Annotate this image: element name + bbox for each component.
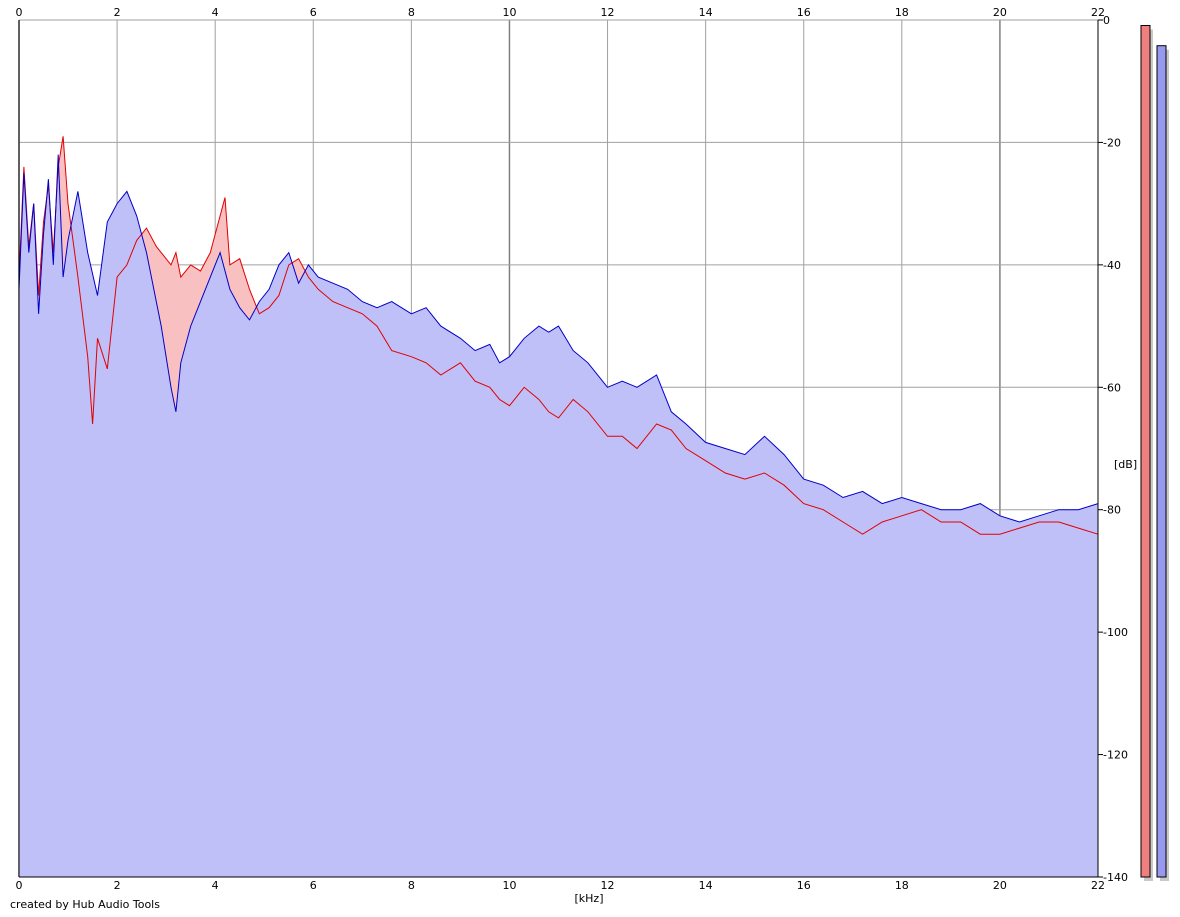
x-tick-label-top: 2: [114, 6, 121, 19]
x-tick-label-top: 18: [895, 6, 909, 19]
x-axis-label: [kHz]: [575, 892, 604, 905]
y-tick-label: -80: [1103, 504, 1121, 517]
y-tick-label: -40: [1103, 259, 1121, 272]
y-tick-label: 0: [1103, 14, 1110, 27]
x-tick-label-top: 4: [212, 6, 219, 19]
x-tick-label-top: 12: [601, 6, 615, 19]
x-tick-label-bottom: 8: [408, 879, 415, 892]
right-channel-line: [18, 154, 1099, 523]
y-tick-label: -60: [1103, 381, 1121, 394]
y-tick-label: -120: [1103, 749, 1128, 762]
x-tick-label-bottom: 0: [16, 879, 23, 892]
y-tick-label: -100: [1103, 626, 1128, 639]
x-tick-label-top: 8: [408, 6, 415, 19]
x-tick-label-top: 22: [1091, 6, 1105, 19]
x-tick-label-bottom: 22: [1091, 879, 1105, 892]
left-channel-line: [18, 136, 1099, 535]
series-lines: [18, 136, 1099, 535]
right-channel-area: [19, 154, 1098, 877]
y-tick-label: -20: [1103, 136, 1121, 149]
x-tick-label-top: 16: [797, 6, 811, 19]
x-tick-label-top: 14: [699, 6, 713, 19]
right-level-meter: [1156, 45, 1167, 878]
x-tick-label-top: 6: [310, 6, 317, 19]
credit-text: created by Hub Audio Tools: [10, 898, 160, 911]
x-tick-label-top: 0: [16, 6, 23, 19]
x-tick-label-bottom: 20: [993, 879, 1007, 892]
chart-axes: [18, 19, 1103, 878]
x-tick-label-bottom: 10: [502, 879, 516, 892]
series-fills: [19, 136, 1098, 878]
x-tick-label-bottom: 4: [212, 879, 219, 892]
level-meters: [1140, 25, 1169, 882]
y-axis-label: [dB]: [1114, 458, 1137, 471]
x-tick-label-bottom: 18: [895, 879, 909, 892]
x-tick-label-bottom: 12: [601, 879, 615, 892]
left-level-meter: [1140, 25, 1151, 878]
tick-labels: 002244668810101212141416161818202022220-…: [16, 6, 1128, 892]
x-tick-label-bottom: 6: [310, 879, 317, 892]
x-tick-label-bottom: 2: [114, 879, 121, 892]
x-tick-label-top: 10: [502, 6, 516, 19]
x-tick-label-bottom: 14: [699, 879, 713, 892]
x-tick-label-bottom: 16: [797, 879, 811, 892]
x-tick-label-top: 20: [993, 6, 1007, 19]
y-tick-label: -140: [1103, 871, 1128, 884]
